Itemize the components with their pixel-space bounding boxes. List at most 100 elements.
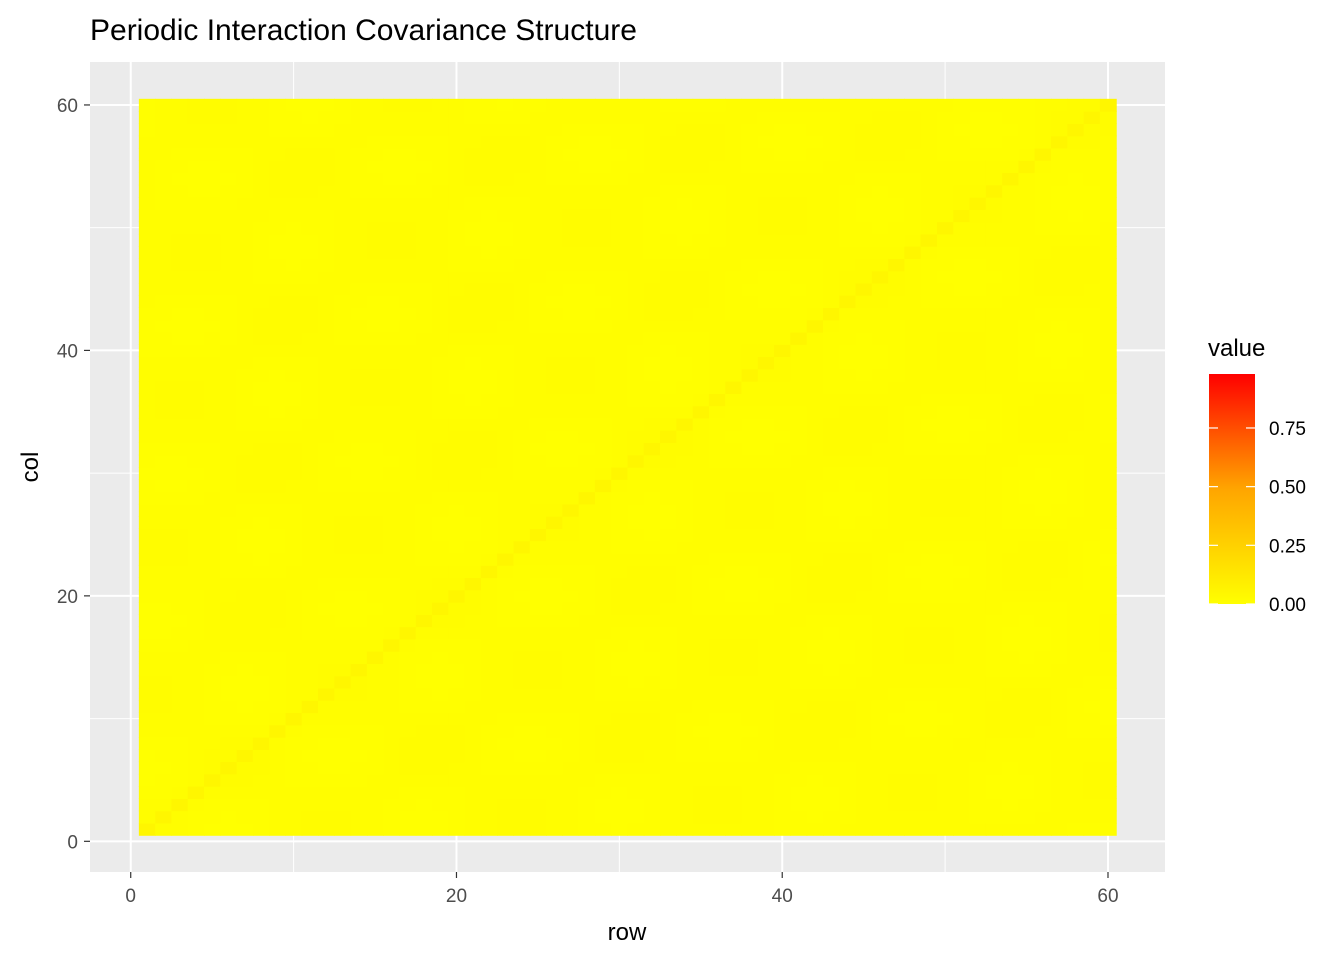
heatmap-tile xyxy=(904,184,922,198)
heatmap-tile xyxy=(969,332,987,345)
heatmap-tile xyxy=(920,651,938,664)
heatmap-tile xyxy=(480,773,498,787)
heatmap-tile xyxy=(187,123,205,137)
heatmap-tile xyxy=(1034,798,1052,812)
heatmap-tile xyxy=(692,467,710,480)
heatmap-tile xyxy=(529,626,547,640)
heatmap-tile xyxy=(480,614,498,628)
heatmap-tile xyxy=(888,749,905,763)
heatmap-tile xyxy=(774,111,791,124)
heatmap-tile xyxy=(774,761,791,775)
heatmap-tile xyxy=(888,111,905,124)
heatmap-tile xyxy=(578,454,596,468)
heatmap-tile xyxy=(676,798,694,812)
heatmap-tile xyxy=(1018,344,1036,358)
heatmap-tile xyxy=(708,417,726,431)
heatmap-tile xyxy=(757,135,775,149)
heatmap-tile xyxy=(269,184,287,198)
heatmap-tile xyxy=(660,197,677,210)
heatmap-tile xyxy=(301,651,319,664)
heatmap-tile xyxy=(546,454,563,468)
heatmap-tile xyxy=(741,172,759,186)
heatmap-tile xyxy=(839,332,857,345)
heatmap-tile xyxy=(187,638,205,652)
heatmap-tile xyxy=(1050,184,1068,198)
heatmap-tile xyxy=(318,700,335,714)
heatmap-tile xyxy=(594,344,612,358)
heatmap-tile xyxy=(936,565,954,579)
heatmap-tile xyxy=(839,479,857,493)
heatmap-tile xyxy=(138,417,156,431)
heatmap-tile xyxy=(1099,381,1117,394)
heatmap-tile xyxy=(155,798,173,812)
heatmap-tile xyxy=(1083,565,1101,579)
heatmap-tile xyxy=(1083,638,1101,652)
heatmap-tile xyxy=(350,479,368,493)
heatmap-tile xyxy=(350,270,368,284)
heatmap-tile xyxy=(888,626,905,640)
heatmap-tile xyxy=(660,454,677,468)
heatmap-tile xyxy=(969,503,987,517)
heatmap-tile xyxy=(594,454,612,468)
heatmap-tile xyxy=(904,602,922,615)
heatmap-tile xyxy=(757,221,775,235)
heatmap-tile xyxy=(1050,503,1068,517)
heatmap-tile xyxy=(480,270,498,284)
heatmap-tile xyxy=(708,282,726,296)
heatmap-tile xyxy=(920,724,938,738)
heatmap-tile xyxy=(318,356,335,370)
heatmap-tile xyxy=(513,344,531,358)
heatmap-tile xyxy=(155,270,173,284)
heatmap-tile xyxy=(643,516,661,529)
heatmap-tile xyxy=(529,516,547,529)
heatmap-tile xyxy=(904,442,922,456)
heatmap-tile xyxy=(888,798,905,812)
heatmap-tile xyxy=(350,307,368,321)
heatmap-tile xyxy=(985,368,1003,382)
heatmap-tile xyxy=(708,749,726,763)
heatmap-tile xyxy=(546,98,563,112)
heatmap-tile xyxy=(871,724,889,738)
heatmap-tile xyxy=(1018,442,1036,456)
heatmap-tile xyxy=(415,221,433,235)
heatmap-tile xyxy=(790,233,808,247)
heatmap-tile xyxy=(1067,258,1085,272)
heatmap-tile xyxy=(138,221,156,235)
y-tick-label: 40 xyxy=(57,341,78,362)
heatmap-tile xyxy=(1002,147,1020,161)
heatmap-tile xyxy=(415,344,433,358)
heatmap-tile xyxy=(904,589,922,603)
heatmap-tile xyxy=(366,393,384,407)
heatmap-tile xyxy=(594,773,612,787)
heatmap-tile xyxy=(366,675,384,689)
heatmap-tile xyxy=(725,786,743,799)
heatmap-tile xyxy=(399,160,417,174)
heatmap-tile xyxy=(1099,528,1117,542)
heatmap-tile xyxy=(855,675,873,689)
heatmap-tile xyxy=(187,442,205,456)
heatmap-tile xyxy=(187,332,205,345)
heatmap-tile xyxy=(676,638,694,652)
heatmap-tile xyxy=(757,614,775,628)
heatmap-tile xyxy=(432,467,449,480)
heatmap-tile xyxy=(725,479,743,493)
heatmap-tile xyxy=(1050,737,1068,750)
heatmap-tile xyxy=(725,172,743,186)
heatmap-tile xyxy=(464,430,482,444)
heatmap-tile xyxy=(204,356,221,370)
heatmap-tile xyxy=(138,442,156,456)
heatmap-tile xyxy=(627,295,645,309)
heatmap-tile xyxy=(529,430,547,444)
heatmap-tile xyxy=(594,295,612,309)
heatmap-tile xyxy=(204,160,221,174)
heatmap-tile xyxy=(187,626,205,640)
heatmap-tile xyxy=(334,147,352,161)
heatmap-tile xyxy=(692,209,710,223)
heatmap-tile xyxy=(252,221,270,235)
heatmap-tile xyxy=(415,528,433,542)
heatmap-tile xyxy=(318,184,335,198)
heatmap-tile xyxy=(920,393,938,407)
heatmap-tile xyxy=(643,577,661,591)
heatmap-tile xyxy=(1083,282,1101,296)
